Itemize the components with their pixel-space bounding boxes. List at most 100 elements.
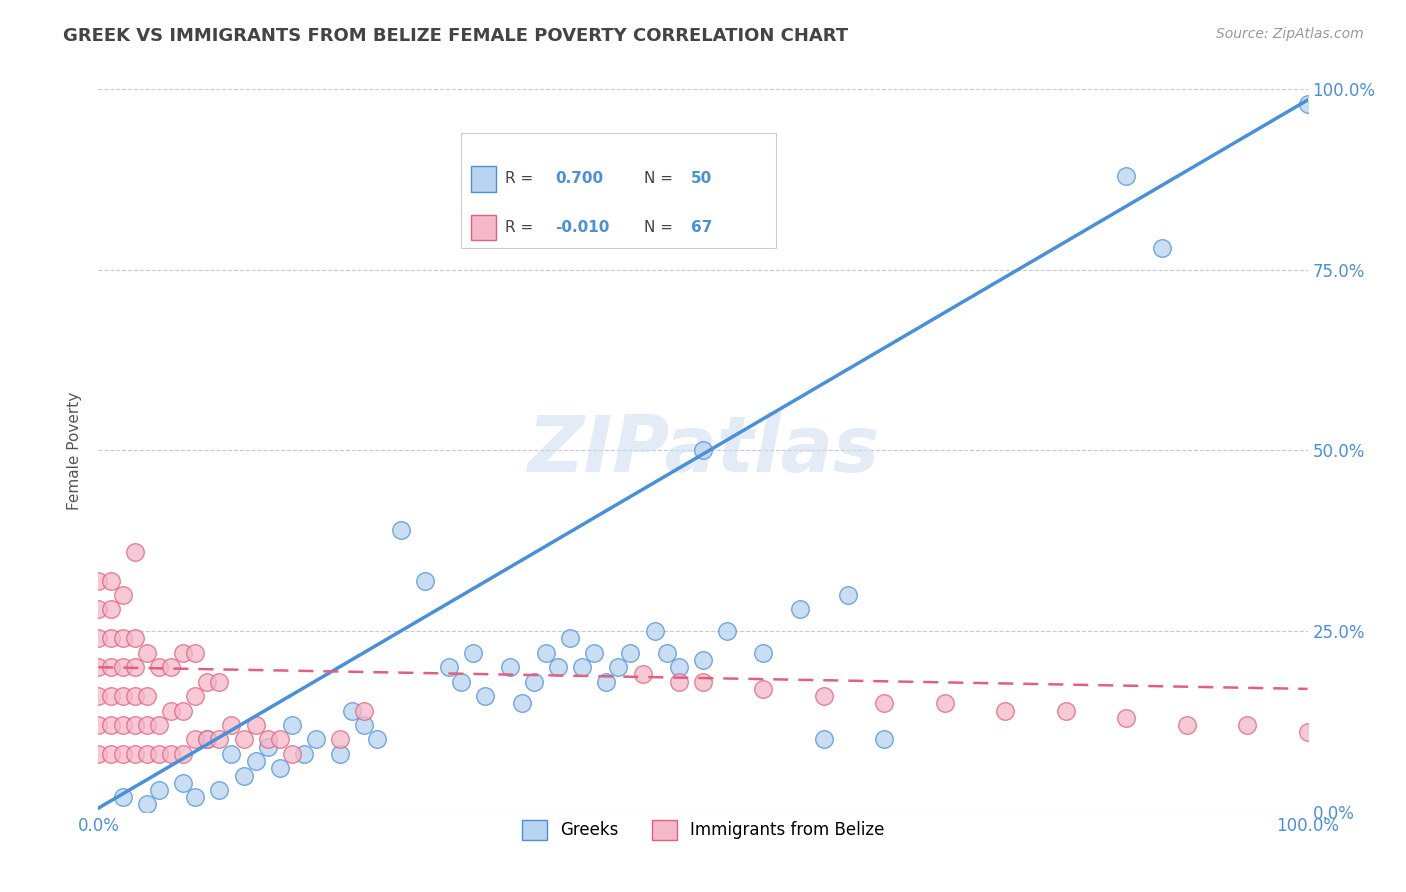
Point — [124, 747, 146, 761]
Point — [716, 624, 738, 639]
Point — [100, 660, 122, 674]
Point — [172, 747, 194, 761]
Point — [100, 689, 122, 703]
Point — [437, 660, 460, 674]
Point — [619, 646, 641, 660]
Point — [1296, 725, 1319, 739]
Point — [135, 747, 157, 761]
Point — [873, 732, 896, 747]
Point — [498, 660, 520, 674]
Point — [87, 574, 110, 588]
Point — [124, 718, 146, 732]
Point — [1115, 711, 1137, 725]
Point — [135, 689, 157, 703]
Point — [305, 732, 328, 747]
Point — [450, 674, 472, 689]
Point — [994, 704, 1017, 718]
Point — [148, 783, 170, 797]
Point — [172, 646, 194, 660]
Point — [329, 747, 352, 761]
Point — [1115, 169, 1137, 183]
Point — [342, 704, 364, 718]
Point — [1175, 718, 1198, 732]
Point — [595, 674, 617, 689]
Point — [111, 632, 134, 646]
Point — [148, 718, 170, 732]
Point — [292, 747, 315, 761]
Point — [655, 646, 678, 660]
Point — [1054, 704, 1077, 718]
Point — [87, 747, 110, 761]
Point — [87, 689, 110, 703]
Point — [124, 632, 146, 646]
Point — [184, 689, 207, 703]
Point — [221, 718, 243, 732]
Point — [474, 689, 496, 703]
Point — [124, 660, 146, 674]
Point — [463, 646, 485, 660]
Point — [813, 689, 835, 703]
Point — [389, 523, 412, 537]
Point — [87, 632, 110, 646]
Point — [232, 769, 254, 783]
Point — [184, 732, 207, 747]
Point — [232, 732, 254, 747]
Point — [583, 646, 606, 660]
Point — [111, 790, 134, 805]
Point — [160, 704, 183, 718]
Point — [934, 696, 956, 710]
Point — [87, 602, 110, 616]
Point — [692, 653, 714, 667]
Point — [172, 776, 194, 790]
Point — [692, 443, 714, 458]
Point — [111, 718, 134, 732]
Point — [644, 624, 666, 639]
Point — [111, 660, 134, 674]
Point — [329, 732, 352, 747]
Point — [353, 718, 375, 732]
Point — [1296, 96, 1319, 111]
Point — [510, 696, 533, 710]
Point — [208, 732, 231, 747]
Point — [195, 732, 218, 747]
Point — [256, 739, 278, 754]
Point — [534, 646, 557, 660]
Point — [100, 718, 122, 732]
Point — [752, 646, 775, 660]
Point — [245, 754, 267, 768]
Point — [195, 674, 218, 689]
Legend: Greeks, Immigrants from Belize: Greeks, Immigrants from Belize — [515, 814, 891, 847]
Text: ZIPatlas: ZIPatlas — [527, 412, 879, 489]
Point — [813, 732, 835, 747]
Point — [353, 704, 375, 718]
Point — [558, 632, 581, 646]
Point — [135, 718, 157, 732]
Point — [111, 747, 134, 761]
Point — [135, 646, 157, 660]
Point — [208, 783, 231, 797]
Point — [148, 747, 170, 761]
Point — [124, 544, 146, 558]
Point — [256, 732, 278, 747]
Point — [523, 674, 546, 689]
Point — [135, 797, 157, 812]
Point — [160, 747, 183, 761]
Point — [631, 667, 654, 681]
Point — [668, 660, 690, 674]
Point — [269, 732, 291, 747]
Point — [571, 660, 593, 674]
Point — [184, 646, 207, 660]
Point — [87, 718, 110, 732]
Text: GREEK VS IMMIGRANTS FROM BELIZE FEMALE POVERTY CORRELATION CHART: GREEK VS IMMIGRANTS FROM BELIZE FEMALE P… — [63, 27, 848, 45]
Point — [100, 602, 122, 616]
Point — [195, 732, 218, 747]
Point — [668, 674, 690, 689]
Point — [269, 761, 291, 775]
Point — [1236, 718, 1258, 732]
Point — [208, 674, 231, 689]
Point — [281, 747, 304, 761]
Point — [245, 718, 267, 732]
Point — [547, 660, 569, 674]
Point — [607, 660, 630, 674]
Point — [160, 660, 183, 674]
